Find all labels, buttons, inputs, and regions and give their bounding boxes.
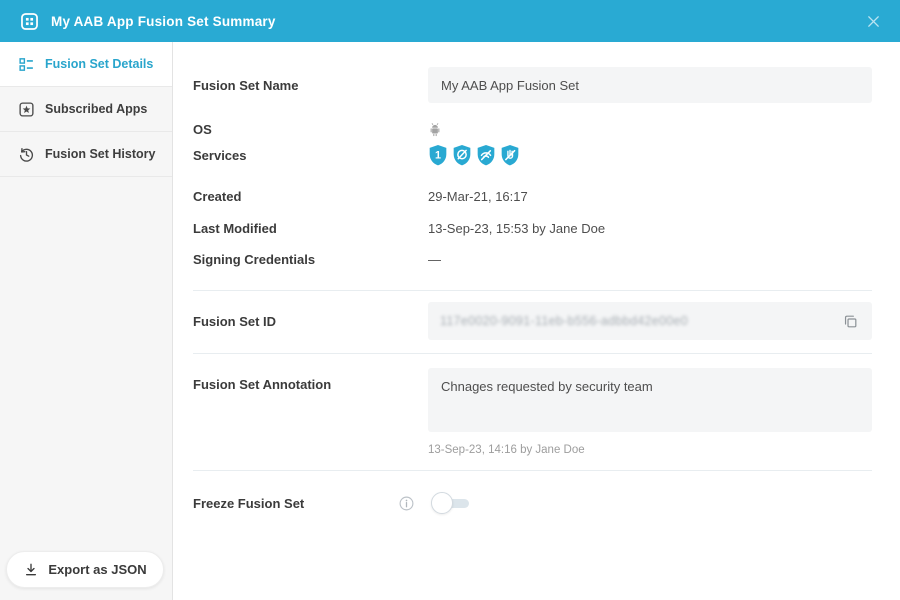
freeze-fusion-set-row: Freeze Fusion Set (193, 491, 872, 515)
last-modified-value: 13-Sep-23, 15:53 by Jane Doe (428, 220, 606, 236)
services-row: Services 1 (193, 143, 872, 167)
fusion-set-id-label: Fusion Set ID (193, 313, 277, 329)
created-value: 29-Mar-21, 16:17 (428, 188, 528, 204)
svg-text:1: 1 (435, 150, 441, 162)
created-label: Created (193, 188, 242, 204)
sidebar-item-label: Fusion Set Details (45, 57, 154, 71)
shield-hand-slash-icon (500, 144, 520, 166)
shield-number-1-icon: 1 (428, 144, 448, 166)
fusion-set-name-label: Fusion Set Name (193, 77, 299, 93)
summary-grid-icon (20, 12, 39, 31)
fusion-set-name-input[interactable] (428, 67, 872, 103)
toggle-track (441, 499, 469, 508)
info-icon[interactable] (398, 495, 415, 512)
fusion-set-annotation-label: Fusion Set Annotation (193, 377, 332, 392)
export-button-label: Export as JSON (48, 562, 147, 577)
sidebar-item-fusion-set-history[interactable]: Fusion Set History (0, 132, 172, 177)
history-icon (18, 146, 35, 163)
close-icon[interactable] (864, 12, 882, 30)
fusion-set-id-row: Fusion Set ID 117e0020-9091-11eb-b556-ad… (193, 302, 872, 340)
os-label: OS (193, 121, 212, 137)
signing-credentials-value: — (428, 251, 441, 267)
freeze-toggle[interactable] (431, 492, 471, 514)
fusion-set-id-field: 117e0020-9091-11eb-b556-adbbd42e00e0 (428, 302, 872, 340)
sidebar-item-label: Fusion Set History (45, 147, 156, 161)
section-divider (193, 353, 872, 354)
fusion-set-name-row: Fusion Set Name (193, 67, 872, 103)
services-label: Services (193, 147, 247, 163)
dialog-title: My AAB App Fusion Set Summary (51, 13, 276, 29)
os-row: OS (193, 117, 872, 141)
toggle-knob (431, 492, 453, 514)
details-list-icon (18, 56, 35, 73)
dialog-header: My AAB App Fusion Set Summary (0, 0, 900, 42)
sidebar-item-fusion-set-details[interactable]: Fusion Set Details (0, 42, 172, 87)
fusion-set-annotation-row: Fusion Set Annotation Chnages requested … (193, 368, 872, 432)
fusion-set-details-panel: Fusion Set Name OS (173, 42, 900, 600)
copy-icon[interactable] (840, 311, 860, 331)
download-icon (23, 562, 39, 578)
app-star-icon (18, 101, 35, 118)
created-row: Created 29-Mar-21, 16:17 (193, 184, 872, 208)
fusion-set-id-value: 117e0020-9091-11eb-b556-adbbd42e00e0 (440, 314, 689, 328)
last-modified-label: Last Modified (193, 220, 277, 236)
freeze-fusion-set-label: Freeze Fusion Set (193, 495, 305, 511)
annotation-meta: 13-Sep-23, 14:16 by Jane Doe (428, 444, 585, 456)
export-as-json-button[interactable]: Export as JSON (6, 551, 164, 588)
sidebar: Fusion Set Details Subscribed Apps Fusio… (0, 42, 173, 600)
last-modified-row: Last Modified 13-Sep-23, 15:53 by Jane D… (193, 216, 872, 240)
android-icon (428, 122, 442, 137)
sidebar-item-label: Subscribed Apps (45, 102, 148, 116)
sidebar-item-subscribed-apps[interactable]: Subscribed Apps (0, 87, 172, 132)
signing-credentials-label: Signing Credentials (193, 251, 316, 267)
section-divider (193, 470, 872, 471)
shield-wave-slash-icon (476, 144, 496, 166)
fusion-set-annotation-input[interactable]: Chnages requested by security team (428, 368, 872, 432)
section-divider (193, 290, 872, 291)
annotation-meta-row: 13-Sep-23, 14:16 by Jane Doe (193, 442, 872, 458)
shield-circle-slash-icon (452, 144, 472, 166)
signing-credentials-row: Signing Credentials — (193, 247, 872, 271)
